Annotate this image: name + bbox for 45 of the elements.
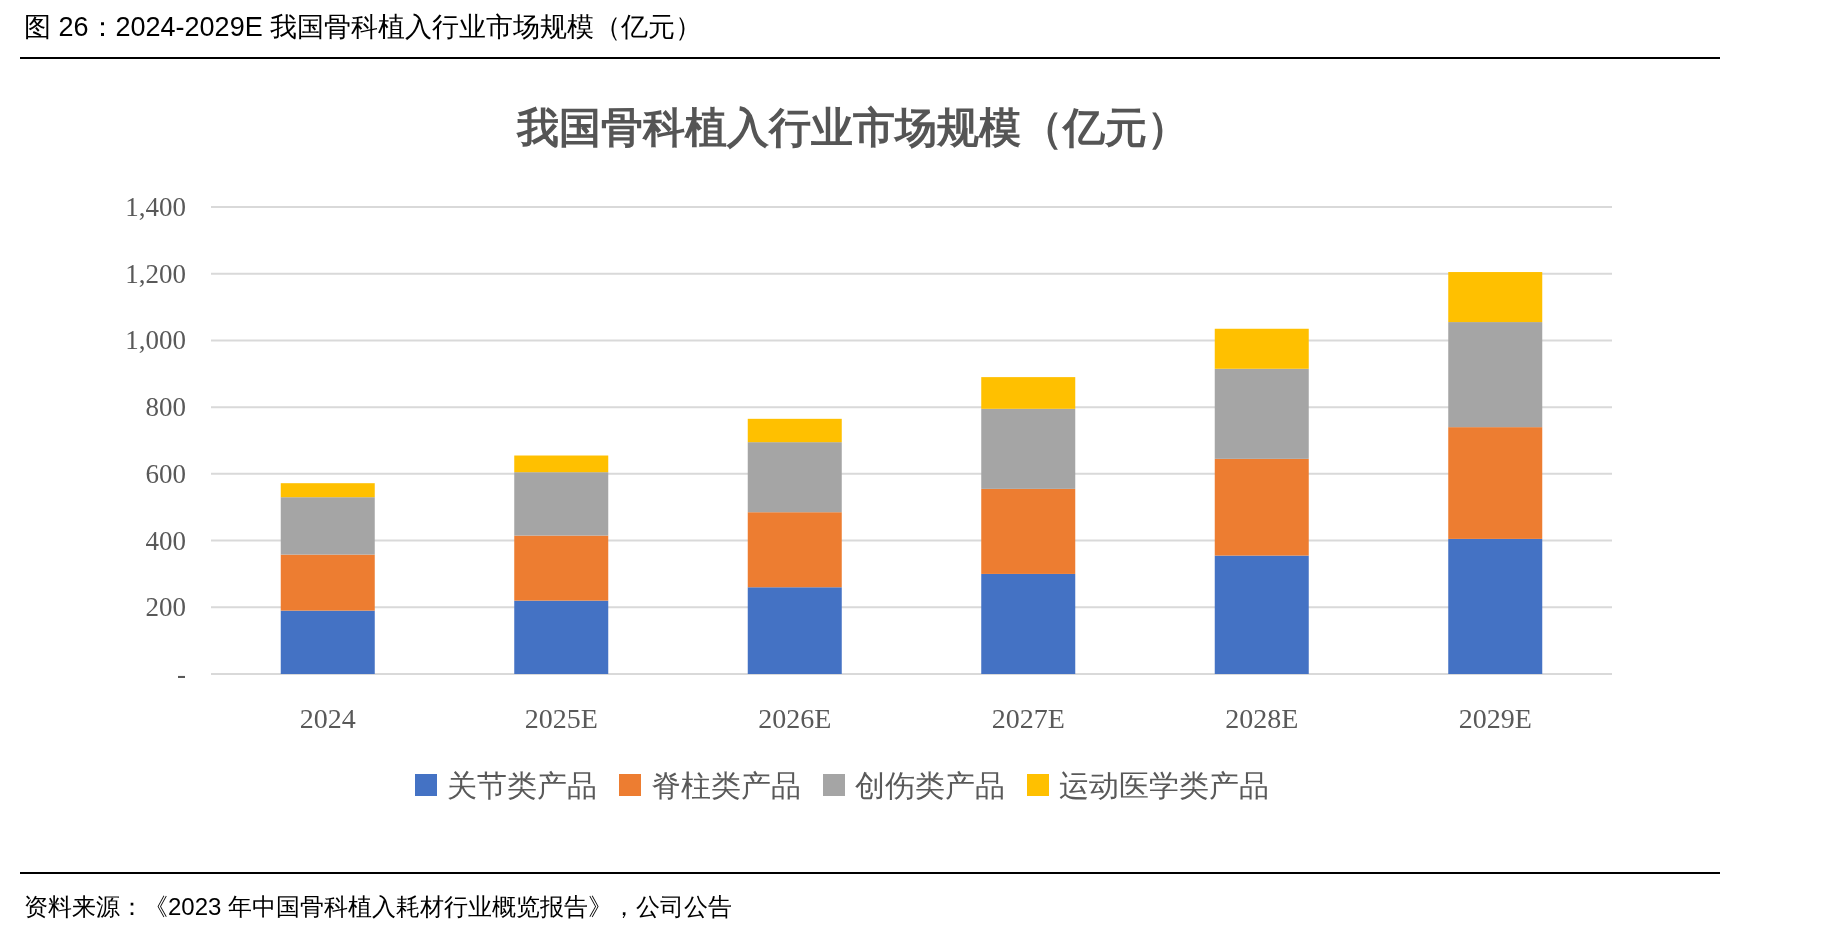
bar [981, 408, 1076, 489]
legend-label: 运动医学类产品 [1059, 769, 1269, 802]
bar [747, 418, 842, 443]
bar [1448, 272, 1543, 323]
bar [981, 573, 1076, 674]
bar [747, 442, 842, 513]
x-tick-label: 2028E [1225, 703, 1299, 734]
bar [1214, 555, 1309, 674]
y-tick-label: 800 [145, 392, 186, 423]
legend-label: 创伤类产品 [855, 769, 1005, 802]
bar [514, 535, 609, 601]
bar [280, 483, 375, 498]
x-tick-label: 2025E [524, 703, 598, 734]
x-tick-label: 2024 [299, 703, 356, 734]
bar [747, 512, 842, 588]
y-tick-label: - [177, 659, 186, 689]
bar [280, 610, 375, 674]
legend-label: 脊柱类产品 [651, 769, 801, 802]
bar [981, 377, 1076, 409]
bar [1214, 458, 1309, 556]
legend-label: 关节类产品 [447, 769, 597, 802]
bar [1448, 322, 1543, 428]
bar [514, 455, 609, 473]
y-tick-label: 1,000 [125, 325, 186, 356]
bar [1448, 427, 1543, 539]
chart-subtitle: 我国骨科植入行业市场规模（亿元） [516, 105, 1189, 151]
text: 资料来源：《2023 年中国骨科植入耗材行业概览报告》，公司公告 [24, 893, 733, 920]
x-tick-label: 2027E [991, 703, 1065, 734]
bar [1214, 328, 1309, 369]
bar [280, 497, 375, 555]
x-tick-label: 2029E [1458, 703, 1532, 734]
y-tick-label: 600 [145, 458, 186, 489]
y-tick-label: 200 [145, 592, 186, 623]
bar [1214, 368, 1309, 459]
bar [280, 554, 375, 611]
y-tick-label: 1,200 [125, 258, 186, 289]
bar [514, 472, 609, 536]
bar [981, 488, 1076, 574]
x-tick-label: 2026E [758, 703, 832, 734]
bar [747, 587, 842, 674]
bar [514, 600, 609, 674]
y-tick-label: 400 [145, 525, 186, 556]
chart-title: 图 26：2024-2029E 我国骨科植入行业市场规模（亿元） [24, 12, 703, 42]
bar [1448, 538, 1543, 674]
y-tick-label: 1,400 [125, 192, 186, 222]
